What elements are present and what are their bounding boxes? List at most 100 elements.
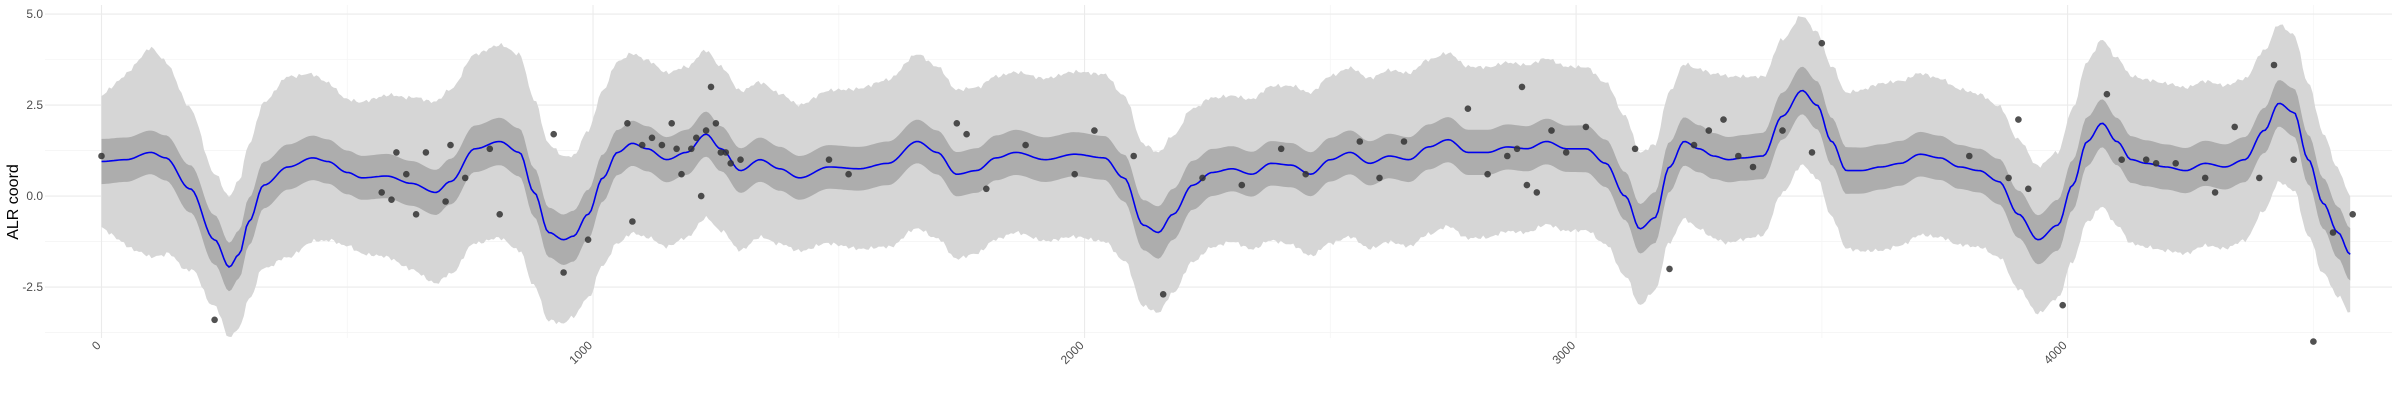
data-point [1582, 123, 1590, 131]
data-point [673, 145, 680, 153]
data-point [1533, 189, 1541, 196]
data-point [584, 236, 592, 243]
data-point [1199, 174, 1206, 182]
data-point [1302, 170, 1309, 178]
data-point [486, 145, 494, 153]
data-point [2256, 174, 2263, 182]
y-tick-label: 5.0 [26, 7, 43, 21]
data-point [668, 120, 675, 127]
data-point [658, 141, 666, 149]
data-point [1523, 181, 1531, 189]
data-point [722, 149, 730, 156]
data-point [412, 211, 420, 218]
data-point [1705, 127, 1713, 134]
data-point [678, 170, 685, 178]
data-point [560, 269, 567, 276]
data-point [1238, 181, 1246, 189]
y-tick-label: -2.5 [22, 280, 43, 294]
x-tick-label: 4000 [2041, 338, 2070, 367]
data-point [2231, 123, 2238, 131]
data-point [550, 130, 557, 138]
data-point [1518, 83, 1526, 91]
data-point [638, 141, 646, 149]
data-point [1779, 127, 1786, 134]
data-point [2025, 185, 2032, 193]
data-point [624, 120, 631, 127]
data-point [496, 211, 504, 218]
data-point [963, 130, 970, 138]
data-point [2349, 211, 2356, 218]
data-point [1513, 145, 1521, 153]
data-point [1966, 152, 1973, 160]
x-tick-label: 0 [89, 338, 104, 353]
data-point [2015, 116, 2022, 123]
data-point [648, 134, 656, 142]
data-point [461, 174, 469, 182]
data-point [447, 141, 454, 149]
data-point [2172, 160, 2179, 167]
data-points [98, 39, 2356, 345]
data-point [1690, 141, 1698, 149]
data-point [442, 198, 449, 205]
data-point [2201, 174, 2209, 182]
data-point [1091, 127, 1098, 134]
data-point [2142, 156, 2150, 163]
data-point [1130, 152, 1137, 160]
data-point [422, 149, 430, 156]
x-tick-label: 3000 [1549, 338, 1578, 367]
data-point [983, 185, 990, 193]
inner-confidence-band [101, 66, 2351, 292]
data-point [2211, 189, 2219, 196]
data-point [1022, 141, 1029, 149]
data-point [953, 120, 961, 127]
data-point [378, 189, 386, 196]
y-axis-title: ALR coord [5, 164, 22, 240]
data-point [393, 149, 400, 156]
data-point [1159, 291, 1167, 298]
data-point [1504, 152, 1511, 160]
data-point [717, 149, 725, 156]
data-point [727, 160, 734, 167]
data-point [737, 156, 744, 163]
data-point [1548, 127, 1555, 134]
y-tick-label: 2.5 [26, 98, 43, 112]
data-point [1376, 174, 1383, 182]
mean-line [101, 89, 2351, 268]
data-point [2270, 61, 2278, 69]
data-point [1562, 149, 1570, 156]
data-point [688, 145, 695, 153]
data-point [1464, 105, 1472, 112]
data-point [693, 134, 700, 142]
data-point [1749, 163, 1757, 171]
data-point [388, 196, 395, 203]
data-point [825, 156, 833, 163]
data-point [702, 127, 710, 134]
data-point [1666, 265, 1673, 273]
data-point [1071, 170, 1078, 178]
data-point [629, 218, 636, 225]
data-point [1400, 138, 1408, 145]
data-point [2310, 338, 2317, 345]
data-point [403, 170, 410, 178]
x-tick-label: 1000 [566, 338, 595, 367]
data-point [2118, 156, 2125, 163]
y-tick-label: 0.0 [26, 189, 43, 203]
data-point [1631, 145, 1639, 153]
data-point [845, 170, 852, 178]
data-point [2329, 229, 2337, 236]
data-point [211, 316, 218, 324]
data-point [712, 120, 720, 127]
data-point [697, 192, 705, 200]
data-point [98, 152, 105, 160]
data-point [2005, 174, 2012, 182]
data-point [1356, 138, 1364, 145]
data-point [1484, 170, 1491, 178]
x-tick-label: 2000 [1058, 338, 1087, 367]
data-point [707, 83, 715, 91]
data-point [1277, 145, 1285, 153]
data-point [2152, 160, 2160, 167]
data-point [2103, 90, 2111, 98]
data-point [1818, 39, 1826, 47]
data-point [1808, 149, 1816, 156]
